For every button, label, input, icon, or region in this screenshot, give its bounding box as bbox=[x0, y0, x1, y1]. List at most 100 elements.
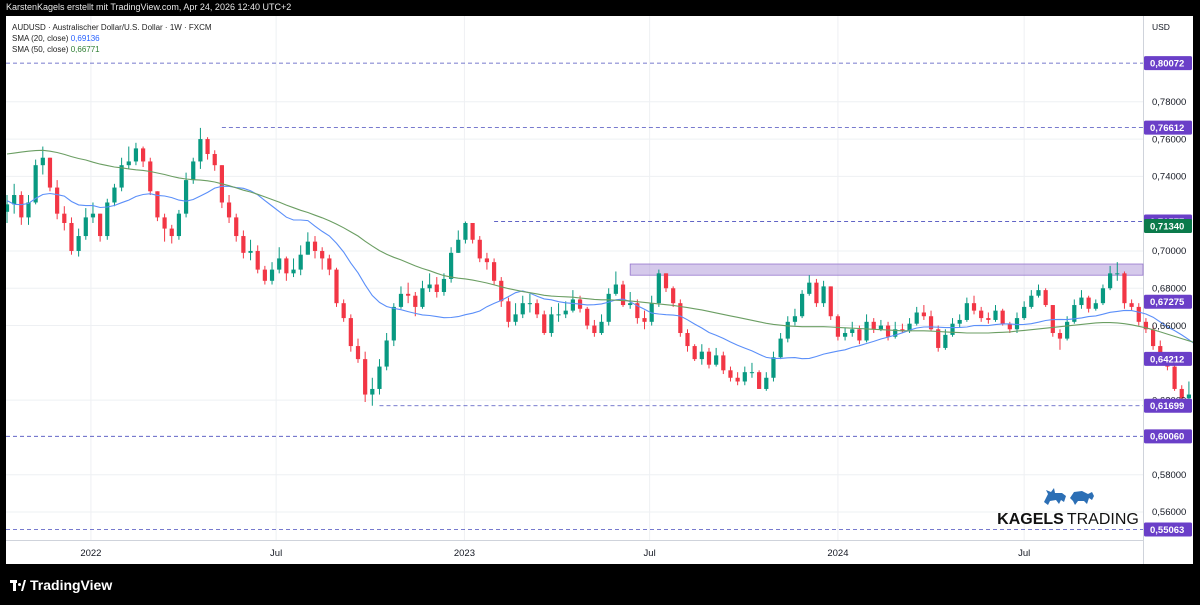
footer-bar: TradingView bbox=[0, 564, 1200, 605]
sma50-line bbox=[6, 149, 1193, 343]
candle-body bbox=[1029, 295, 1034, 307]
candle-body bbox=[234, 217, 239, 237]
candle-body bbox=[83, 217, 88, 237]
y-tick-label: 0,68000 bbox=[1152, 283, 1186, 294]
candle-body bbox=[907, 323, 912, 332]
candle-body bbox=[198, 139, 203, 162]
candle-body bbox=[513, 314, 518, 322]
last-price-label: 0,71340 bbox=[1150, 221, 1184, 232]
candle-body bbox=[1050, 305, 1055, 334]
price-chart[interactable]: 2022Jul2023Jul2024Jul2025Jul2026Jul2027U… bbox=[6, 16, 1193, 564]
candle-body bbox=[534, 303, 540, 315]
candle-body bbox=[449, 252, 454, 279]
sma50-legend[interactable]: SMA (50, close) 0,66771 bbox=[12, 44, 212, 55]
candle-body bbox=[950, 323, 955, 335]
level-badge bbox=[1144, 56, 1192, 71]
candle-body bbox=[312, 241, 318, 251]
candle-body bbox=[76, 236, 81, 251]
currency-label: USD bbox=[1152, 22, 1170, 32]
level-badge bbox=[1144, 294, 1192, 309]
candle-body bbox=[241, 236, 246, 253]
candle-body bbox=[277, 258, 282, 270]
candle-body bbox=[119, 165, 124, 188]
candle-body bbox=[857, 329, 862, 341]
candle-body bbox=[757, 372, 762, 389]
level-badge-label: 0,60060 bbox=[1150, 432, 1184, 443]
sma20-legend[interactable]: SMA (20, close) 0,69136 bbox=[12, 33, 212, 44]
candle-body bbox=[12, 195, 17, 205]
candle-body bbox=[1129, 303, 1134, 307]
candle-body bbox=[928, 316, 934, 330]
candle-body bbox=[341, 303, 346, 319]
sma20-label: SMA (20, close) bbox=[12, 34, 69, 43]
candle-body bbox=[900, 329, 905, 332]
candle-body bbox=[1007, 323, 1012, 330]
watermark-light: TRADING bbox=[1067, 511, 1139, 528]
y-tick-label: 0,74000 bbox=[1152, 172, 1186, 183]
candle-body bbox=[62, 213, 67, 223]
candle-body bbox=[1014, 318, 1020, 330]
candle-body bbox=[148, 161, 153, 192]
candle-body bbox=[191, 161, 196, 181]
candle-body bbox=[728, 370, 733, 378]
level-badge bbox=[1144, 351, 1192, 366]
candle-body bbox=[255, 250, 260, 270]
candle-body bbox=[33, 165, 38, 203]
candle-body bbox=[499, 280, 504, 302]
level-badge-label: 0,76612 bbox=[1150, 123, 1184, 134]
candle-body bbox=[771, 357, 776, 378]
sma50-value: 0,66771 bbox=[70, 45, 100, 54]
chart-panel[interactable]: 2022Jul2023Jul2024Jul2025Jul2026Jul2027U… bbox=[6, 16, 1193, 564]
candle-body bbox=[183, 180, 189, 214]
candle-body bbox=[1000, 310, 1005, 324]
y-tick-label: 0,70000 bbox=[1152, 246, 1186, 257]
x-tick-label: Jul bbox=[270, 548, 282, 559]
bear-icon bbox=[1070, 491, 1094, 505]
tradingview-logo[interactable]: TradingView bbox=[10, 577, 112, 593]
support-zone bbox=[629, 263, 1144, 276]
candle-body bbox=[563, 310, 568, 315]
candle-body bbox=[98, 213, 103, 237]
candle-body bbox=[1022, 306, 1027, 319]
candle-body bbox=[792, 316, 798, 322]
candle-body bbox=[427, 284, 432, 289]
candle-body bbox=[850, 329, 855, 334]
y-tick-label: 0,66000 bbox=[1152, 321, 1186, 332]
candle-body bbox=[921, 312, 926, 317]
candle-body bbox=[1036, 290, 1041, 296]
candle-body bbox=[749, 372, 755, 374]
candle-body bbox=[986, 318, 991, 320]
candle-body bbox=[742, 372, 747, 382]
candle-body bbox=[226, 202, 232, 218]
candle-body bbox=[398, 293, 404, 307]
candle-body bbox=[556, 314, 561, 316]
candle-body bbox=[140, 148, 146, 162]
candle-body bbox=[441, 278, 447, 292]
candle-body bbox=[542, 314, 547, 334]
candle-body bbox=[320, 250, 325, 259]
y-tick-label: 0,58000 bbox=[1152, 470, 1186, 481]
candle-body bbox=[327, 258, 332, 270]
candle-body bbox=[90, 213, 96, 218]
sma50-label: SMA (50, close) bbox=[12, 45, 69, 54]
x-tick-label: 2023 bbox=[454, 548, 475, 559]
symbol-title[interactable]: AUDUSD · Australischer Dollar/U.S. Dolla… bbox=[12, 23, 212, 32]
level-badge-label: 0,61699 bbox=[1150, 401, 1184, 412]
candle-body bbox=[370, 388, 375, 395]
candle-body bbox=[176, 213, 182, 237]
level-badge bbox=[1144, 522, 1192, 537]
candle-body bbox=[656, 273, 661, 304]
level-badge-label: 0,64212 bbox=[1150, 354, 1184, 365]
level-badge bbox=[1144, 120, 1192, 135]
last-price-badge bbox=[1144, 218, 1192, 233]
candle-body bbox=[993, 310, 998, 320]
sma20-value: 0,69136 bbox=[70, 34, 100, 43]
candle-body bbox=[706, 351, 712, 365]
chart-legend: AUDUSD · Australischer Dollar/U.S. Dolla… bbox=[12, 22, 212, 55]
candle-body bbox=[284, 258, 289, 274]
x-tick-label: Jul bbox=[644, 548, 656, 559]
candle-body bbox=[298, 254, 303, 270]
candle-body bbox=[642, 318, 647, 322]
y-tick-label: 0,76000 bbox=[1152, 134, 1186, 145]
level-badge bbox=[1144, 398, 1192, 413]
